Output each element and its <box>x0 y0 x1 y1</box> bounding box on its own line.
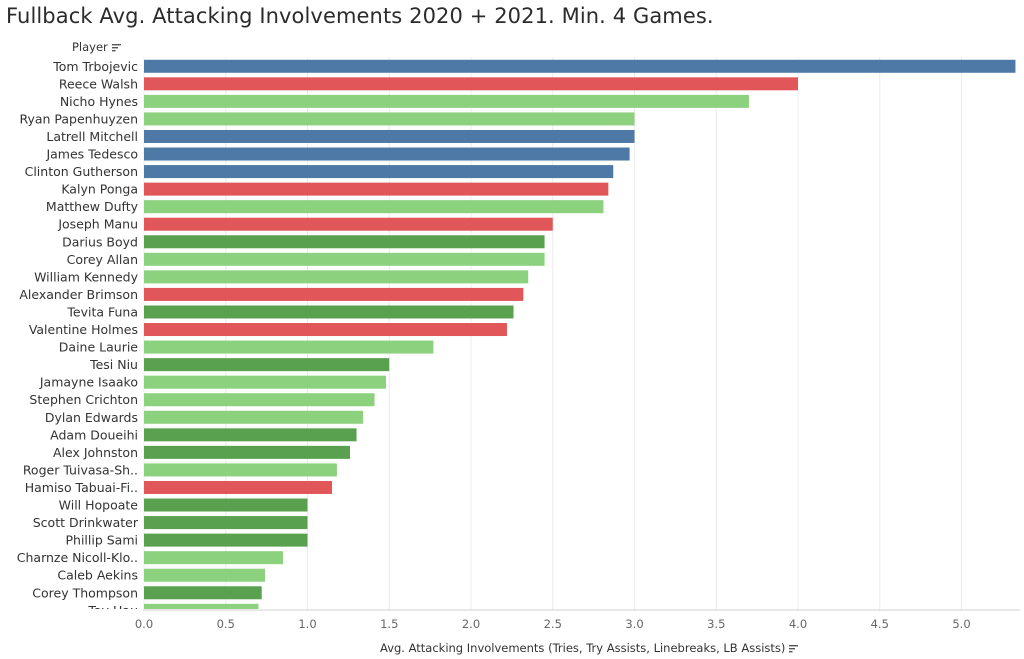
bar[interactable] <box>144 235 545 249</box>
bar[interactable] <box>144 129 635 143</box>
player-label: Charnze Nicoll-Klo.. <box>17 550 138 565</box>
bar[interactable] <box>144 551 283 565</box>
player-label: Corey Thompson <box>32 585 138 600</box>
bar[interactable] <box>144 59 1016 73</box>
bar[interactable] <box>144 340 434 354</box>
bar[interactable] <box>144 463 337 477</box>
bar[interactable] <box>144 112 635 126</box>
player-label: Corey Allan <box>67 252 138 267</box>
x-tick-label: 0.0 <box>135 617 153 631</box>
player-label: Latrell Mitchell <box>46 129 138 144</box>
x-axis-title: Avg. Attacking Involvements (Tries, Try … <box>380 641 799 655</box>
row-labels: Tom Trbojevic Reece Walsh Nicho Hynes Ryan … <box>17 59 139 618</box>
bar[interactable] <box>144 533 308 547</box>
player-label: Valentine Holmes <box>29 322 138 337</box>
player-label: Alexander Brimson <box>19 287 138 302</box>
player-label: Matthew Dufty <box>46 199 139 214</box>
player-label: James Tedesco <box>45 147 138 162</box>
bar[interactable] <box>144 586 262 600</box>
bar[interactable] <box>144 252 545 266</box>
x-axis-title-text: Avg. Attacking Involvements (Tries, Try … <box>380 641 786 655</box>
x-tick-label: 3.0 <box>625 617 643 631</box>
sort-icon[interactable] <box>789 644 799 653</box>
bar[interactable] <box>144 287 524 301</box>
bar[interactable] <box>144 270 529 284</box>
bar[interactable] <box>144 94 749 108</box>
bar[interactable] <box>144 516 308 530</box>
row-header-label: Player <box>72 40 108 54</box>
player-label: Tom Trbojevic <box>52 59 138 74</box>
player-label: Dylan Edwards <box>45 410 138 425</box>
bar[interactable] <box>144 165 614 179</box>
x-tick-label: 5.0 <box>952 617 970 631</box>
sort-icon[interactable] <box>111 43 122 52</box>
player-label: Alex Johnston <box>53 445 138 460</box>
player-label: Adam Doueihi <box>50 427 138 442</box>
player-label: Caleb Aekins <box>57 568 138 583</box>
x-tick-label: 1.0 <box>298 617 316 631</box>
x-tick-label: 3.5 <box>707 617 725 631</box>
bar[interactable] <box>144 77 798 91</box>
player-label: Kalyn Ponga <box>61 182 138 197</box>
x-ticks: 0.0 0.5 1.0 1.5 2.0 2.5 3.0 3.5 4.0 4.5 5.0 <box>135 617 971 631</box>
bars <box>144 59 1016 617</box>
bar[interactable] <box>144 147 630 161</box>
x-tick-label: 4.0 <box>789 617 807 631</box>
x-tick-label: 0.5 <box>217 617 235 631</box>
player-label: Hamiso Tabuai-Fi.. <box>25 480 138 495</box>
bar[interactable] <box>144 200 604 214</box>
player-label: Will Hopoate <box>59 498 139 513</box>
player-label: Nicho Hynes <box>60 94 138 109</box>
bar[interactable] <box>144 603 259 617</box>
bar[interactable] <box>144 305 514 319</box>
player-label: Tay Hau <box>87 603 138 618</box>
chart-title: Fullback Avg. Attacking Involvements 202… <box>6 4 714 28</box>
row-header[interactable]: Player <box>72 40 122 54</box>
x-tick-label: 1.5 <box>380 617 398 631</box>
player-label: Darius Boyd <box>62 234 138 249</box>
bar[interactable] <box>144 393 375 407</box>
x-tick-label: 2.0 <box>462 617 480 631</box>
player-label: Ryan Papenhuyzen <box>19 111 138 126</box>
bar[interactable] <box>144 182 609 196</box>
player-label: Tesi Niu <box>89 357 138 372</box>
bar[interactable] <box>144 568 265 582</box>
player-label: Roger Tuivasa-Sh.. <box>23 462 138 477</box>
x-tick-label: 4.5 <box>871 617 889 631</box>
bar[interactable] <box>144 498 308 512</box>
player-label: Clinton Gutherson <box>25 164 138 179</box>
bar[interactable] <box>144 480 333 494</box>
bar[interactable] <box>144 410 364 424</box>
player-label: Tevita Funa <box>66 304 138 319</box>
x-tick-label: 2.5 <box>544 617 562 631</box>
player-label: Phillip Sami <box>65 533 138 548</box>
bar[interactable] <box>144 375 386 389</box>
player-label: William Kennedy <box>34 269 139 284</box>
player-label: Jamayne Isaako <box>39 375 138 390</box>
bar[interactable] <box>144 428 357 442</box>
player-label: Daine Laurie <box>59 340 139 355</box>
player-label: Reece Walsh <box>59 76 138 91</box>
player-label: Joseph Manu <box>57 217 138 232</box>
bar[interactable] <box>144 358 390 372</box>
bar[interactable] <box>144 445 351 459</box>
bar[interactable] <box>144 323 507 337</box>
bar[interactable] <box>144 217 553 231</box>
player-label: Stephen Crichton <box>29 392 138 407</box>
player-label: Scott Drinkwater <box>33 515 139 530</box>
